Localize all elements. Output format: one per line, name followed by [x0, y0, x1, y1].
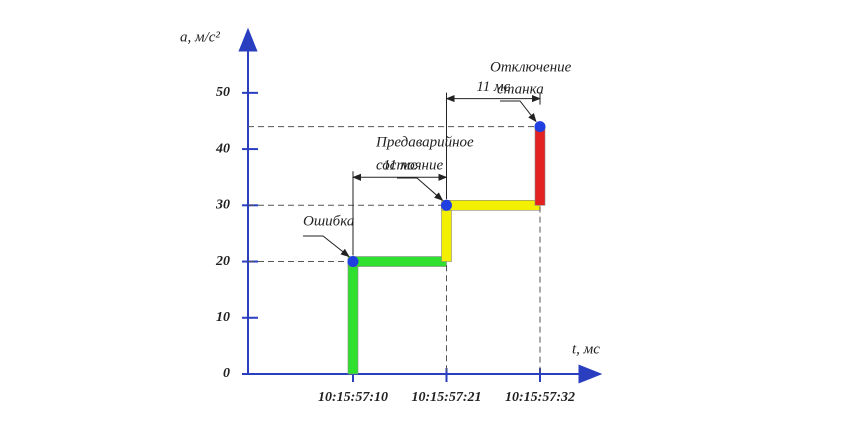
interval-label: 11 мс	[476, 79, 510, 95]
y-axis-label: a, м/с²	[180, 29, 220, 45]
y-tick-label: 20	[215, 254, 230, 269]
y-tick-label: 50	[216, 85, 230, 100]
interval-label: 11 мс	[383, 158, 417, 174]
y-tick-label: 40	[215, 141, 230, 156]
annotation-text: Ошибка	[303, 213, 354, 229]
annotation-arrow	[397, 177, 444, 201]
step-rise	[534, 126, 546, 206]
x-axis-label: t, мс	[572, 341, 600, 357]
step-rise	[441, 205, 452, 262]
annotation-arrow	[303, 235, 350, 258]
event-marker	[347, 256, 359, 268]
step-rise	[347, 261, 359, 375]
y-tick-label: 30	[215, 198, 230, 213]
step-level	[347, 256, 447, 267]
y-tick-label: 0	[223, 366, 230, 381]
annotation-text: состояние	[376, 157, 443, 173]
annotation-arrow	[500, 100, 537, 123]
annotation-text: Отключение	[490, 59, 572, 75]
y-tick-label: 10	[216, 310, 230, 325]
annotation-text: Предаварийное	[375, 134, 474, 150]
x-tick-label: 10:15:57:21	[412, 390, 482, 405]
event-marker	[441, 199, 452, 211]
event-marker	[534, 121, 546, 133]
step-level	[441, 200, 541, 211]
x-tick-label: 10:15:57:10	[318, 390, 388, 405]
annotation-text: станка	[497, 81, 544, 97]
x-tick-label: 10:15:57:32	[505, 390, 575, 405]
